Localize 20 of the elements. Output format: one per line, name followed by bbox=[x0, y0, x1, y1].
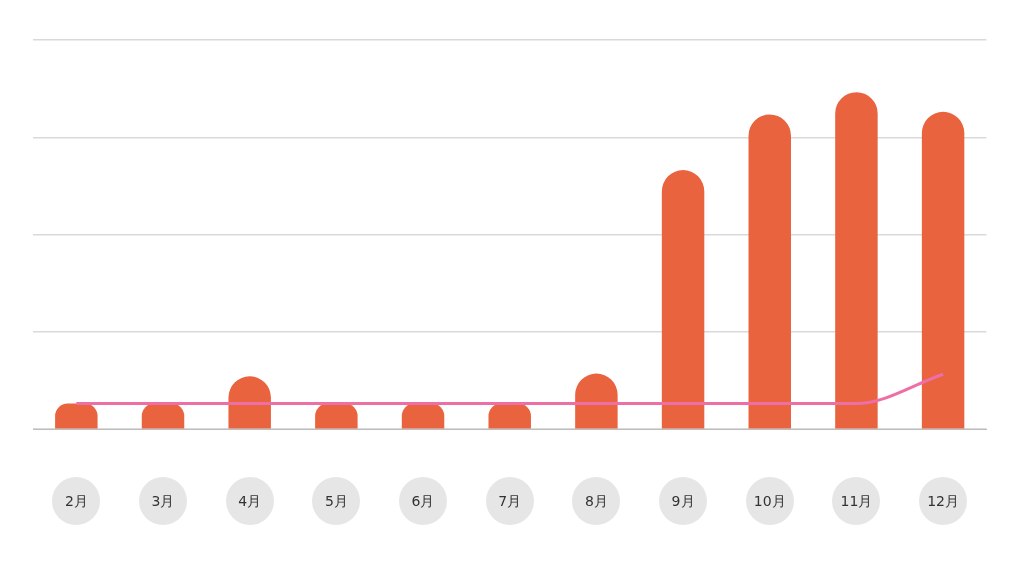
x-tick-label: 7月 bbox=[498, 493, 522, 510]
bar bbox=[141, 403, 185, 429]
x-tick-label: 9月 bbox=[671, 493, 695, 510]
bar bbox=[55, 403, 98, 429]
x-tick-label: 5月 bbox=[324, 493, 348, 510]
x-tick-label: 11月 bbox=[840, 493, 873, 510]
bar bbox=[748, 114, 791, 429]
x-tick-label: 4月 bbox=[238, 493, 262, 510]
x-tick-label: 2月 bbox=[64, 493, 88, 510]
bar bbox=[921, 111, 965, 429]
bar bbox=[661, 170, 705, 429]
x-tick-label: 3月 bbox=[151, 493, 175, 510]
x-tick-label: 8月 bbox=[584, 493, 608, 510]
x-tick-label: 10月 bbox=[753, 493, 786, 510]
bar bbox=[488, 403, 531, 429]
x-tick-label: 12月 bbox=[927, 493, 960, 510]
x-tick-label: 6月 bbox=[411, 493, 435, 510]
bar bbox=[315, 403, 358, 429]
bar bbox=[401, 403, 445, 429]
bar bbox=[835, 92, 878, 429]
